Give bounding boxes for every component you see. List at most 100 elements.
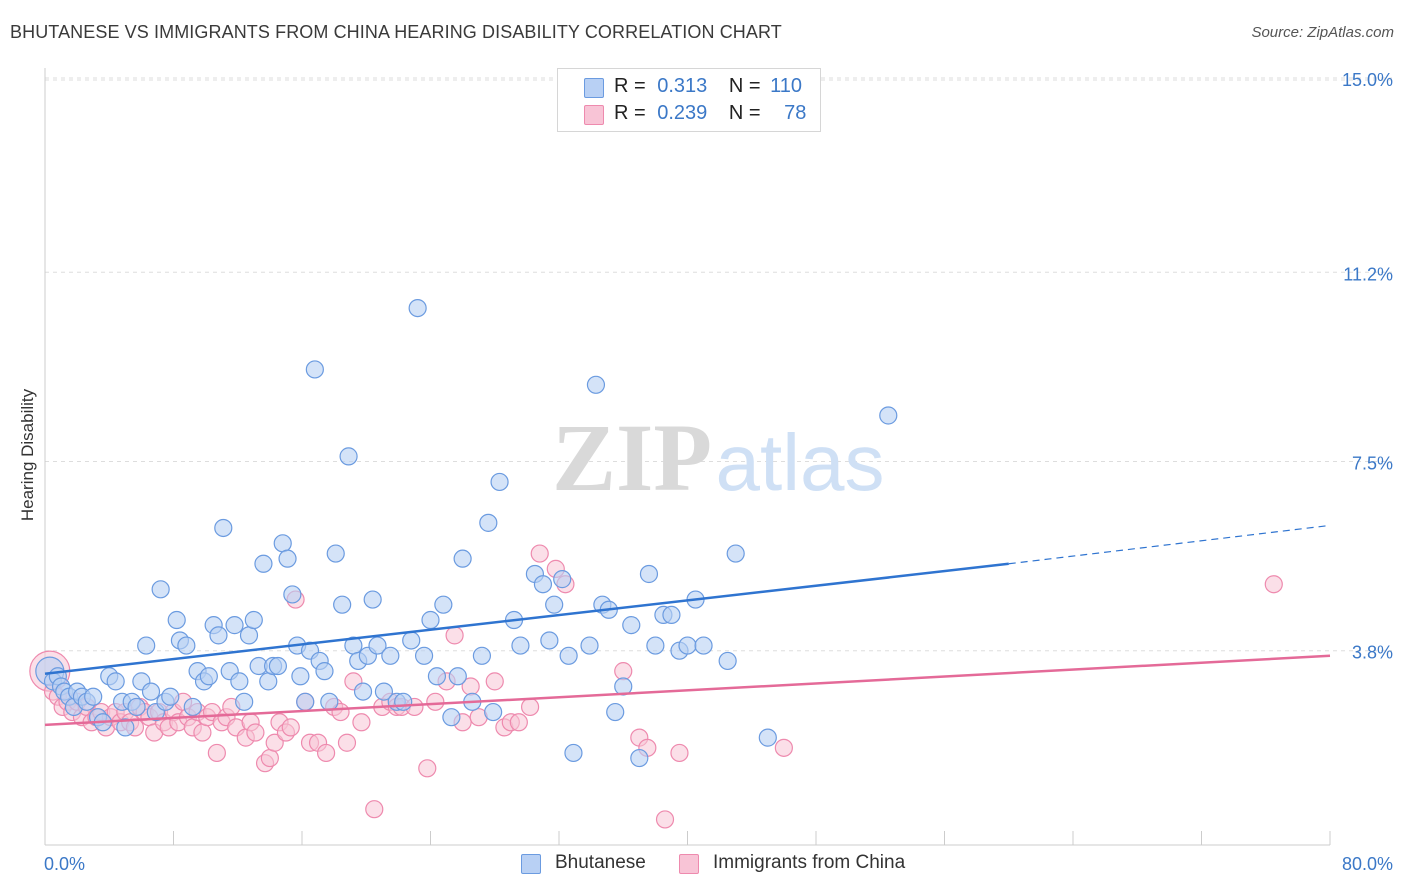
point-bhutanese [209, 626, 228, 645]
point-bhutanese [758, 728, 777, 747]
point-bhutanese [151, 580, 170, 599]
point-bhutanese [214, 518, 233, 538]
point-bhutanese [694, 636, 713, 655]
point-bhutanese [381, 646, 400, 665]
point-bhutanese [622, 616, 641, 635]
point-bhutanese [879, 406, 898, 425]
legend-label-bhutanese: Bhutanese [555, 852, 646, 873]
point-bhutanese [540, 631, 559, 650]
point-bhutanese [278, 549, 297, 568]
point-bhutanese [183, 697, 202, 717]
point-bhutanese [442, 708, 461, 727]
point-china [365, 800, 384, 819]
point-bhutanese [434, 595, 453, 614]
point-bhutanese [333, 595, 352, 614]
watermark-atlas: atlas [716, 418, 885, 507]
point-bhutanese [106, 672, 125, 691]
legend-n-value: 110 [770, 75, 803, 97]
point-china [530, 544, 549, 563]
trend-line-bhutanese [44, 562, 1009, 675]
point-china [352, 713, 371, 732]
legend-r-label: R = [614, 102, 646, 124]
point-bhutanese [363, 590, 382, 609]
legend-swatch-blue [521, 854, 541, 874]
point-china [418, 759, 437, 778]
point-bhutanese [291, 667, 310, 686]
trend-line-bhutanese-extension [1008, 524, 1331, 565]
point-bhutanese [320, 692, 339, 711]
point-bhutanese [283, 585, 302, 604]
watermark-zip: ZIP [552, 404, 712, 511]
point-bhutanese [472, 646, 491, 665]
point-bhutanese [374, 682, 394, 701]
y-tick-label: 15.0% [1342, 70, 1393, 90]
grid-layer [45, 77, 1392, 652]
point-china [774, 738, 793, 757]
point-bhutanese [580, 636, 599, 655]
point-bhutanese [296, 692, 315, 711]
point-bhutanese [414, 646, 434, 665]
legend-r-label: R = [614, 75, 646, 97]
point-bhutanese [273, 534, 292, 553]
point-china [316, 743, 336, 763]
x-tick-label-min: 0.0% [44, 854, 85, 874]
y-tick-label: 3.8% [1352, 643, 1393, 663]
y-tick-label: 7.5% [1352, 454, 1393, 474]
point-china [670, 743, 689, 763]
point-bhutanese [259, 672, 278, 691]
legend-n-label: N = [728, 102, 761, 124]
point-bhutanese [408, 299, 427, 318]
point-bhutanese [678, 636, 697, 655]
point-bhutanese [427, 667, 447, 686]
point-bhutanese [177, 636, 196, 655]
axis-layer [44, 68, 1331, 846]
point-bhutanese [479, 513, 498, 532]
legend-text-china: R = 0.239 N = 78 [614, 102, 806, 125]
trend-line-china [44, 654, 1331, 727]
point-bhutanese [606, 702, 625, 722]
chart-title: BHUTANESE VS IMMIGRANTS FROM CHINA HEARI… [10, 22, 782, 42]
trend-layer [44, 524, 1331, 727]
legend-r-value: 0.239 [657, 102, 708, 124]
point-bhutanese [448, 667, 467, 686]
point-china [193, 723, 212, 742]
point-bhutanese [326, 544, 345, 563]
legend-r-value: 0.313 [657, 75, 708, 97]
point-bhutanese [305, 360, 324, 379]
legend-swatch-pink [584, 105, 604, 125]
watermark: ZIP atlas [552, 404, 885, 511]
legend-n-value: 78 [784, 102, 807, 124]
point-china [281, 718, 300, 737]
point-bhutanese [630, 748, 649, 768]
point-china [1264, 575, 1283, 594]
point-bhutanese [339, 447, 358, 466]
point-china [655, 810, 675, 829]
point-bhutanese [484, 702, 503, 722]
point-bhutanese [718, 651, 737, 671]
point-bhutanese [726, 544, 745, 563]
point-bhutanese [564, 743, 583, 763]
point-bhutanese [586, 375, 606, 394]
point-bhutanese [394, 692, 413, 711]
point-bhutanese [553, 570, 572, 589]
point-bhutanese [244, 610, 263, 630]
point-bhutanese [490, 472, 509, 492]
point-bhutanese [453, 549, 472, 568]
point-bhutanese [254, 554, 273, 573]
legend-swatch-blue [584, 78, 604, 98]
point-bhutanese [235, 692, 254, 711]
point-china [426, 692, 445, 711]
point-china [260, 748, 279, 768]
point-bhutanese [167, 610, 186, 630]
tick-labels: 3.8% 7.5% 11.2% 15.0% 0.0% 80.0% [44, 70, 1393, 874]
point-bhutanese [421, 610, 440, 630]
point-china [246, 723, 265, 742]
point-bhutanese [402, 631, 421, 650]
point-china [445, 626, 464, 645]
points-immigrants-from-china [29, 544, 1283, 829]
point-bhutanese [533, 575, 553, 594]
point-china [207, 743, 226, 763]
point-china [265, 733, 284, 752]
point-bhutanese [230, 672, 249, 691]
